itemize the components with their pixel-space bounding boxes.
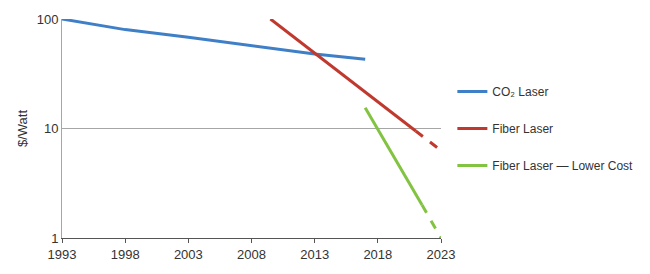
svg-text:2013: 2013 — [300, 247, 329, 262]
svg-text:1: 1 — [51, 231, 58, 246]
svg-text:CO₂ Laser: CO₂ Laser — [492, 85, 548, 99]
svg-text:1993: 1993 — [48, 247, 77, 262]
svg-text:2003: 2003 — [174, 247, 203, 262]
svg-text:2018: 2018 — [363, 247, 392, 262]
svg-text:$/Watt: $/Watt — [15, 110, 30, 147]
svg-text:2023: 2023 — [427, 247, 456, 262]
svg-text:100: 100 — [37, 12, 59, 27]
svg-text:Fiber Laser — Lower Cost: Fiber Laser — Lower Cost — [492, 159, 633, 173]
svg-text:Fiber Laser: Fiber Laser — [492, 122, 553, 136]
svg-text:10: 10 — [44, 121, 58, 136]
svg-text:2008: 2008 — [237, 247, 266, 262]
svg-text:1998: 1998 — [111, 247, 140, 262]
